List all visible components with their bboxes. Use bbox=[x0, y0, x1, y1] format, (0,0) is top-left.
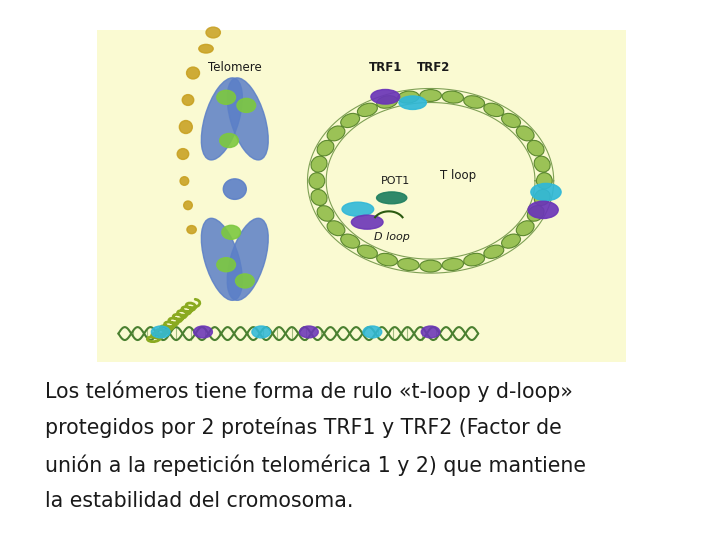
Text: la estabilidad del cromosoma.: la estabilidad del cromosoma. bbox=[45, 491, 353, 511]
Ellipse shape bbox=[357, 103, 377, 117]
Ellipse shape bbox=[516, 221, 534, 235]
Ellipse shape bbox=[317, 140, 334, 156]
FancyBboxPatch shape bbox=[97, 30, 626, 362]
Ellipse shape bbox=[377, 253, 397, 266]
Ellipse shape bbox=[311, 156, 327, 172]
Ellipse shape bbox=[516, 126, 534, 141]
Text: TRF2: TRF2 bbox=[417, 62, 450, 75]
Circle shape bbox=[217, 90, 235, 104]
Ellipse shape bbox=[363, 326, 382, 338]
Ellipse shape bbox=[182, 94, 194, 105]
Ellipse shape bbox=[252, 326, 271, 338]
Ellipse shape bbox=[342, 202, 374, 216]
Ellipse shape bbox=[442, 91, 464, 103]
Circle shape bbox=[235, 274, 254, 288]
Ellipse shape bbox=[180, 177, 189, 185]
Ellipse shape bbox=[199, 44, 213, 53]
Ellipse shape bbox=[228, 218, 269, 300]
Ellipse shape bbox=[420, 260, 441, 272]
Ellipse shape bbox=[228, 78, 269, 160]
Text: Telomere: Telomere bbox=[208, 62, 261, 75]
Ellipse shape bbox=[327, 126, 345, 141]
Ellipse shape bbox=[377, 192, 407, 204]
Text: POT1: POT1 bbox=[381, 176, 410, 186]
Circle shape bbox=[206, 27, 220, 38]
Circle shape bbox=[222, 225, 240, 239]
Ellipse shape bbox=[327, 221, 345, 235]
Ellipse shape bbox=[371, 90, 400, 104]
Ellipse shape bbox=[534, 156, 550, 172]
Ellipse shape bbox=[536, 173, 552, 189]
Ellipse shape bbox=[317, 206, 334, 221]
Ellipse shape bbox=[311, 190, 327, 206]
Ellipse shape bbox=[151, 326, 170, 338]
Ellipse shape bbox=[399, 96, 426, 110]
Ellipse shape bbox=[397, 91, 419, 103]
Ellipse shape bbox=[187, 226, 197, 234]
Ellipse shape bbox=[351, 215, 383, 229]
Ellipse shape bbox=[186, 67, 199, 79]
Circle shape bbox=[220, 133, 238, 147]
Ellipse shape bbox=[357, 245, 377, 259]
Ellipse shape bbox=[527, 206, 544, 221]
Circle shape bbox=[217, 258, 235, 272]
Ellipse shape bbox=[184, 201, 192, 210]
Ellipse shape bbox=[300, 326, 318, 338]
Ellipse shape bbox=[484, 245, 504, 259]
Text: D loop: D loop bbox=[374, 232, 410, 242]
Ellipse shape bbox=[527, 140, 544, 156]
Text: protegidos por 2 proteínas TRF1 y TRF2 (Factor de: protegidos por 2 proteínas TRF1 y TRF2 (… bbox=[45, 417, 562, 438]
Ellipse shape bbox=[464, 253, 485, 266]
Ellipse shape bbox=[194, 326, 212, 338]
Ellipse shape bbox=[502, 234, 521, 248]
Ellipse shape bbox=[397, 259, 419, 271]
Text: TRF1: TRF1 bbox=[369, 62, 402, 75]
Text: unión a la repetición telomérica 1 y 2) que mantiene: unión a la repetición telomérica 1 y 2) … bbox=[45, 454, 585, 476]
Ellipse shape bbox=[502, 113, 521, 127]
Ellipse shape bbox=[223, 179, 246, 199]
Ellipse shape bbox=[179, 120, 192, 133]
Ellipse shape bbox=[202, 218, 243, 300]
Ellipse shape bbox=[531, 184, 561, 201]
Circle shape bbox=[237, 98, 256, 112]
Ellipse shape bbox=[534, 190, 550, 206]
Ellipse shape bbox=[528, 201, 558, 219]
Ellipse shape bbox=[341, 113, 359, 127]
Ellipse shape bbox=[377, 96, 397, 109]
Ellipse shape bbox=[464, 96, 485, 109]
Ellipse shape bbox=[177, 148, 189, 159]
Ellipse shape bbox=[341, 234, 359, 248]
Ellipse shape bbox=[421, 326, 440, 338]
Text: T loop: T loop bbox=[440, 169, 476, 182]
Text: Los telómeros tiene forma de rulo «t-loop y d-loop»: Los telómeros tiene forma de rulo «t-loo… bbox=[45, 381, 572, 402]
Ellipse shape bbox=[309, 173, 325, 189]
Ellipse shape bbox=[420, 90, 441, 102]
Ellipse shape bbox=[484, 103, 504, 117]
Ellipse shape bbox=[442, 259, 464, 271]
Ellipse shape bbox=[202, 78, 243, 160]
